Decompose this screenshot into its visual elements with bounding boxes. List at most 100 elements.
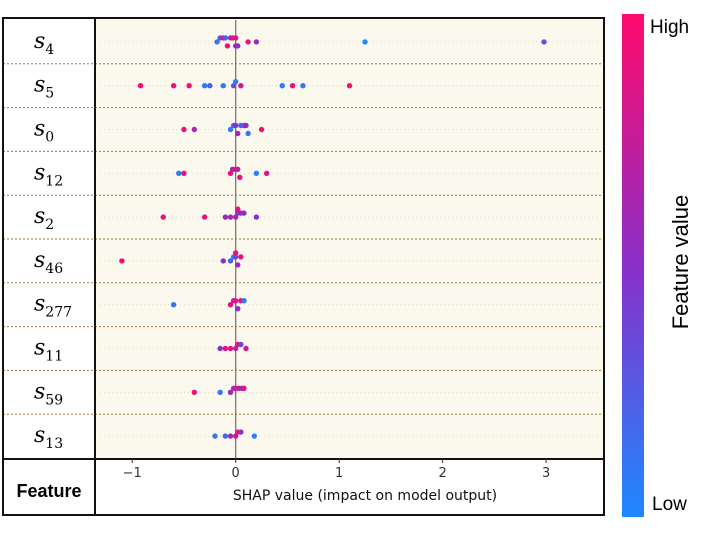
shap-point [137,83,144,89]
feature-label-subscript: 11 [45,349,63,365]
shap-point [362,39,368,45]
shap-point [238,83,244,89]
shap-point [232,122,239,129]
x-tick-label: 0 [232,466,240,481]
shap-point [232,214,239,220]
shap-point [227,126,234,133]
shap-point [227,345,234,352]
shap-point [119,258,125,264]
feature-label-subscript: 12 [45,173,63,189]
shap-point [222,433,229,439]
shap-point [232,345,239,352]
feature-label: s46 [34,248,63,277]
feature-label-base: s [34,379,45,404]
shap-point [170,83,177,89]
feature-label-base: s [34,248,45,273]
x-axis-ticks: −1 0 1 2 3 [123,458,550,481]
shap-point [245,39,251,45]
shap-point [238,429,244,435]
feature-header: Feature [16,481,81,501]
shap-point [241,298,247,304]
feature-label: s4 [34,29,54,58]
shap-point [170,302,177,308]
x-tick-label: 1 [335,466,343,481]
feature-label: s5 [34,73,54,102]
shap-point [253,170,260,176]
feature-label-subscript: 59 [45,392,63,408]
x-tick-label: 2 [438,466,446,481]
shap-point [238,341,244,348]
shap-point [251,433,258,439]
shap-point [232,298,239,304]
colorbar-low-label: Low [652,494,687,515]
shap-point [232,79,239,85]
shap-point [235,306,241,312]
feature-label-base: s [34,292,45,317]
shap-point [232,254,239,260]
row-gridlines [3,41,603,437]
shap-point [258,126,265,133]
shap-point [217,389,223,395]
shap-point [227,258,234,264]
feature-label-subscript: 277 [45,305,72,321]
shap-point [217,345,223,352]
shap-point [220,258,226,264]
feature-label-base: s [34,423,45,448]
feature-label-subscript: 0 [45,130,54,146]
feature-label-base: s [34,29,45,54]
shap-point [222,345,229,352]
shap-point [279,83,285,89]
shap-point [232,250,239,256]
shap-point [186,83,192,89]
feature-label-subscript: 46 [45,261,63,277]
shap-point [212,433,218,439]
shap-point [241,385,247,391]
shap-point [191,389,197,395]
feature-label: s277 [34,292,72,321]
shap-point [235,206,241,212]
shap-point [243,122,249,129]
x-tick-label: −1 [123,466,142,481]
shap-point [235,166,241,172]
shap-point [181,126,187,133]
colorbar-title: Feature value [668,195,693,330]
feature-label-subscript: 13 [45,436,63,452]
shap-point [235,262,241,268]
shap-point [227,214,234,220]
feature-label: s11 [34,336,63,365]
shap-point [253,39,260,45]
feature-label: s12 [34,160,63,189]
shap-point [346,83,353,89]
shap-point [227,170,234,176]
feature-label: s2 [34,204,54,233]
feature-label-base: s [34,160,45,185]
shap-point [201,214,208,220]
colorbar-high-label: High [650,17,689,38]
shap-points [119,35,547,439]
shap-point [230,83,237,89]
shap-point [227,433,234,439]
shap-point [235,43,241,49]
shap-point [237,174,243,180]
x-axis-title: SHAP value (impact on model output) [233,488,497,504]
shap-point [220,83,226,89]
shap-point [176,170,182,176]
shap-point [232,35,239,41]
shap-point [222,214,229,220]
feature-label-base: s [34,117,45,142]
shap-point [201,83,208,89]
shap-point [222,35,229,41]
shap-point [541,39,547,45]
x-tick-label: 3 [542,466,550,481]
shap-point [243,345,249,352]
feature-label-base: s [34,336,45,361]
shap-point [227,389,234,395]
shap-point [245,130,251,137]
shap-point [253,214,260,220]
shap-point [160,214,166,220]
shap-point [207,83,213,89]
shap-point [191,126,197,133]
shap-point [289,83,296,89]
